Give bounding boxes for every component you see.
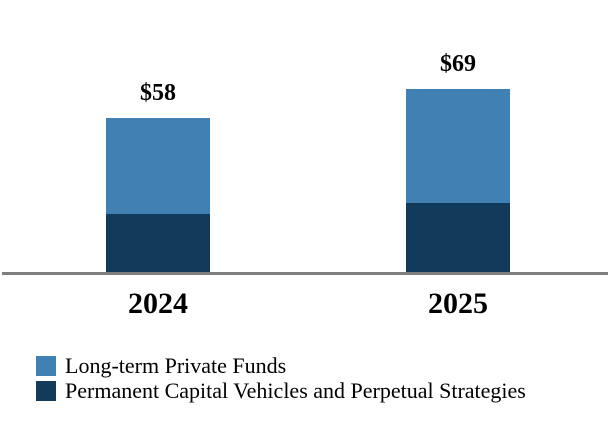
legend-item-1: Permanent Capital Vehicles and Perpetual… <box>36 380 526 402</box>
x-axis-label-2025: 2025 <box>428 287 488 320</box>
legend-label: Permanent Capital Vehicles and Perpetual… <box>65 378 526 403</box>
legend-swatch-icon <box>36 381 56 401</box>
legend: Long-term Private Funds Permanent Capital… <box>36 355 526 405</box>
bar-total-label-2024: $58 <box>140 80 176 106</box>
bar-segment-2024-series0 <box>106 118 210 214</box>
x-axis-label-2024: 2024 <box>128 287 188 320</box>
legend-swatch-icon <box>36 356 56 376</box>
legend-label: Long-term Private Funds <box>65 353 287 378</box>
bar-segment-2025-series1 <box>406 202 510 272</box>
legend-item-0: Long-term Private Funds <box>36 355 526 377</box>
bar-segment-2024-series1 <box>106 213 210 272</box>
bar-segment-2025-series0 <box>406 88 510 203</box>
bar-total-label-2025: $69 <box>440 50 476 77</box>
x-axis-line <box>2 272 608 275</box>
